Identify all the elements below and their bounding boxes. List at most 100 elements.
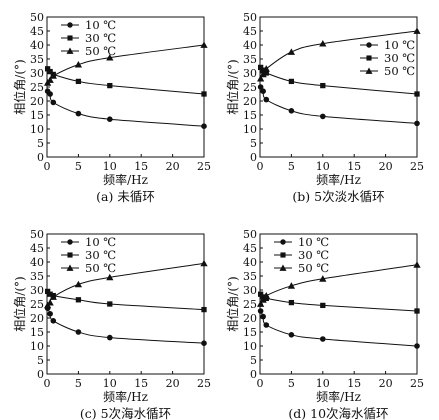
data-point <box>257 64 264 71</box>
data-point <box>414 91 420 97</box>
y-tick-label: 10 <box>30 123 44 136</box>
data-point <box>260 67 266 73</box>
legend-label: 30 ℃ <box>384 51 415 65</box>
series-line <box>47 68 205 95</box>
data-point <box>47 91 53 97</box>
x-tick-label: 25 <box>410 160 424 173</box>
y-tick-label: 35 <box>243 53 257 66</box>
data-point <box>413 261 421 268</box>
x-tick-label: 15 <box>134 377 148 390</box>
y-tick-label: 0 <box>250 368 257 381</box>
data-point <box>107 301 113 307</box>
data-point <box>44 66 51 72</box>
x-tick-label: 20 <box>166 160 180 173</box>
data-point <box>262 65 270 72</box>
y-tick-label: 25 <box>243 81 257 94</box>
y-tick-label: 30 <box>30 67 44 80</box>
data-point <box>50 99 57 106</box>
legend-label: 10 ℃ <box>85 235 116 249</box>
legend-marker <box>66 47 74 54</box>
data-point <box>320 302 326 309</box>
y-tick-label: 20 <box>243 95 257 108</box>
legend-marker <box>67 22 73 28</box>
series-line <box>260 86 418 124</box>
y-tick-label: 5 <box>250 137 257 150</box>
y-axis-label: 相位角/(°) <box>12 59 27 114</box>
data-point <box>256 74 265 82</box>
data-point <box>414 308 420 314</box>
series-line <box>260 310 418 347</box>
series-1 <box>257 64 420 97</box>
legend-marker <box>366 55 372 61</box>
legend-marker <box>67 35 73 41</box>
data-point <box>259 70 267 78</box>
x-tick-label: 5 <box>288 160 295 173</box>
series-2 <box>256 27 421 82</box>
legend: 10 ℃30 ℃50 ℃ <box>274 235 329 275</box>
y-tick-label: 50 <box>30 11 44 24</box>
data-point <box>257 291 264 297</box>
x-tick-label: 5 <box>75 377 82 390</box>
y-tick-label: 0 <box>37 151 44 164</box>
series-line <box>47 291 205 311</box>
data-point <box>46 298 54 306</box>
y-tick-label: 5 <box>250 354 257 367</box>
data-point <box>287 48 296 55</box>
legend-marker <box>365 67 373 74</box>
data-point <box>49 72 57 79</box>
y-tick-label: 25 <box>243 298 257 311</box>
legend-label: 50 ℃ <box>298 261 329 275</box>
y-tick-label: 45 <box>243 242 257 255</box>
data-point <box>201 91 207 97</box>
data-point <box>319 275 327 282</box>
x-axis-label: 频率/Hz <box>103 172 148 187</box>
legend-marker <box>279 264 287 271</box>
y-tick-label: 45 <box>30 25 44 38</box>
data-point <box>106 273 114 281</box>
y-tick-label: 15 <box>30 326 44 339</box>
y-tick-label: 10 <box>30 340 44 353</box>
data-point <box>288 331 295 338</box>
x-tick-label: 10 <box>316 160 330 173</box>
y-tick-label: 30 <box>30 284 44 297</box>
series-0 <box>44 305 207 347</box>
y-tick-label: 35 <box>30 270 44 283</box>
x-axis-label: 频率/Hz <box>316 389 361 404</box>
data-point <box>257 84 264 90</box>
y-tick-label: 20 <box>243 312 257 325</box>
legend-marker <box>66 264 74 271</box>
y-axis-label: 相位角/(°) <box>12 276 27 331</box>
x-tick-label: 10 <box>103 160 117 173</box>
data-point <box>106 116 113 123</box>
panel-caption: (a) 未循环 <box>96 189 155 204</box>
panel-caption: (d) 10次海水循环 <box>288 406 388 420</box>
legend-marker <box>67 239 73 245</box>
y-tick-label: 5 <box>37 354 44 367</box>
x-tick-label: 15 <box>347 160 361 173</box>
y-tick-label: 15 <box>30 109 44 122</box>
x-tick-label: 0 <box>44 160 51 173</box>
legend-marker <box>67 252 73 258</box>
data-point <box>288 299 295 306</box>
data-point <box>257 308 264 314</box>
x-tick-label: 5 <box>288 377 295 390</box>
data-point <box>263 70 269 76</box>
data-point <box>287 282 296 289</box>
x-tick-label: 20 <box>166 377 180 390</box>
series-0 <box>257 84 420 127</box>
legend-label: 10 ℃ <box>384 38 415 52</box>
data-point <box>263 96 270 103</box>
data-point <box>263 322 270 328</box>
panel-caption: (c) 5次海水循环 <box>80 406 171 420</box>
y-tick-label: 40 <box>243 39 257 52</box>
data-point <box>75 329 82 335</box>
y-tick-label: 10 <box>243 123 257 136</box>
y-tick-label: 0 <box>37 368 44 381</box>
series-0 <box>44 88 207 130</box>
data-point <box>47 310 53 317</box>
y-tick-label: 20 <box>30 95 44 108</box>
data-point <box>201 123 207 130</box>
